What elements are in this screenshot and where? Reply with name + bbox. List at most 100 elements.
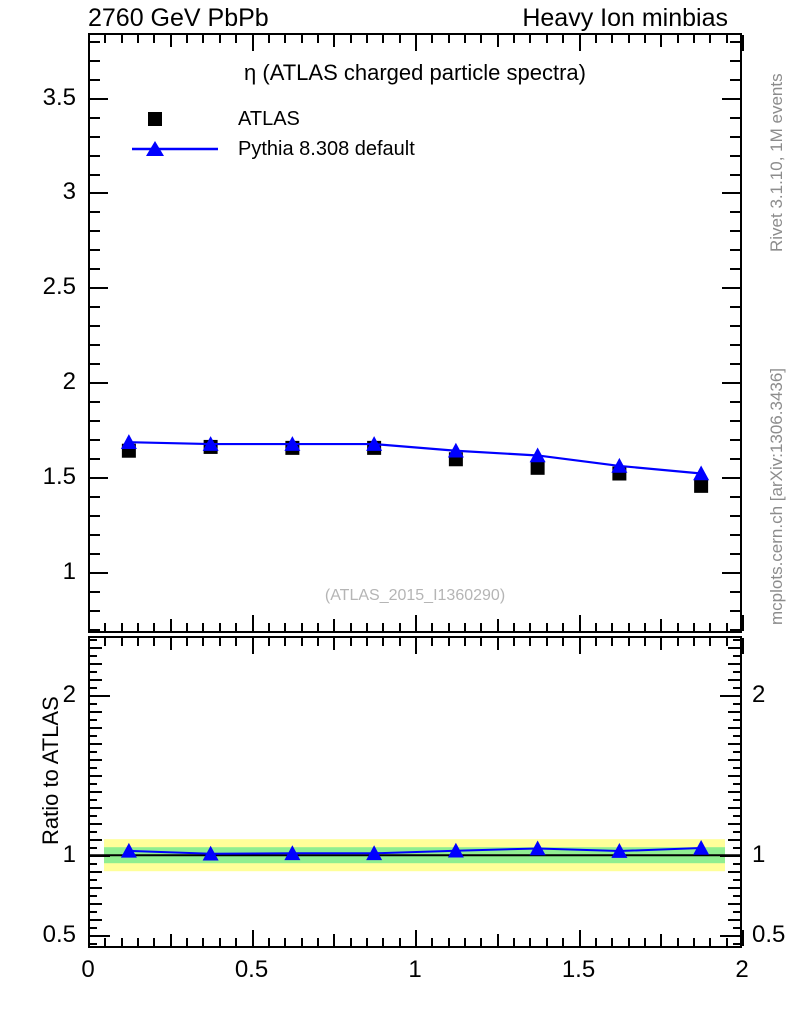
axis-tick	[730, 325, 740, 328]
axis-tick	[611, 623, 614, 631]
axis-tick	[733, 767, 740, 770]
data-point-ratio	[447, 842, 464, 858]
data-point-mc	[693, 465, 710, 481]
axis-tick	[709, 638, 712, 646]
axis-tick	[545, 623, 548, 631]
axis-tick	[722, 382, 740, 385]
axis-tick	[90, 871, 102, 874]
axis-tick	[90, 831, 97, 834]
axis-tick	[611, 938, 614, 946]
axis-tick	[529, 938, 532, 946]
axis-tick	[90, 807, 102, 810]
axis-tick	[676, 623, 679, 631]
axis-tick	[728, 823, 740, 826]
axis-tick	[742, 930, 744, 946]
axis-tick	[722, 572, 740, 575]
axis-tick	[545, 938, 548, 946]
axis-tick	[202, 638, 205, 646]
axis-tick	[365, 623, 368, 631]
axis-tick	[316, 938, 319, 946]
axis-tick	[730, 496, 740, 499]
axis-tick	[120, 623, 123, 631]
axis-tick	[90, 687, 97, 690]
axis-tick	[480, 638, 483, 646]
axis-tick	[90, 783, 97, 786]
axis-tick	[349, 938, 352, 946]
axis-tick	[562, 938, 565, 946]
ratio-plot-frame	[88, 636, 742, 948]
axis-tick	[137, 623, 140, 631]
legend-marker-triangle-icon	[132, 141, 218, 156]
axis-tick	[333, 638, 336, 650]
axis-tick	[529, 638, 532, 646]
axis-tick	[186, 938, 189, 946]
axis-tick	[730, 249, 740, 252]
axis-tick	[464, 938, 467, 946]
data-point-mc	[611, 457, 628, 473]
axis-tick	[88, 615, 90, 631]
axis-tick	[733, 703, 740, 706]
axis-tick	[733, 799, 740, 802]
ratio-y-axis-tick-label-right: 1	[752, 841, 766, 869]
axis-tick	[464, 623, 467, 631]
axis-tick	[235, 35, 238, 43]
axis-tick	[300, 35, 303, 43]
axis-tick	[578, 930, 581, 946]
axis-tick	[722, 97, 740, 100]
axis-tick	[90, 78, 100, 81]
axis-tick	[733, 783, 740, 786]
axis-tick	[90, 775, 102, 778]
axis-tick	[562, 638, 565, 646]
axis-tick	[733, 927, 740, 930]
axis-tick	[725, 638, 728, 646]
axis-tick	[186, 623, 189, 631]
series-ratio-mc	[120, 840, 710, 861]
axis-tick	[415, 615, 417, 631]
axis-tick	[730, 401, 740, 404]
axis-tick	[284, 638, 287, 646]
axis-tick	[169, 934, 172, 946]
axis-tick	[431, 638, 434, 646]
axis-tick	[709, 938, 712, 946]
axis-tick	[137, 938, 140, 946]
axis-tick	[202, 938, 205, 946]
legend-label-data: ATLAS	[238, 108, 300, 130]
axis-tick	[251, 615, 254, 631]
axis-tick	[742, 615, 744, 631]
axis-tick	[90, 679, 102, 682]
axis-tick	[578, 615, 581, 631]
axis-tick	[90, 363, 100, 366]
axis-tick	[464, 35, 467, 43]
axis-tick	[365, 638, 368, 646]
axis-tick	[90, 249, 100, 252]
axis-tick	[742, 35, 744, 51]
rivet-version-label: Rivet 3.1.10, 1M events	[767, 73, 786, 252]
axis-tick	[316, 35, 319, 43]
axis-tick	[90, 287, 108, 290]
axis-tick	[720, 695, 740, 698]
axis-tick	[235, 638, 238, 646]
axis-tick	[349, 623, 352, 631]
plot-title: η (ATLAS charged particle spectra)	[244, 60, 586, 85]
axis-tick	[90, 173, 100, 176]
axis-tick	[728, 839, 740, 842]
axis-tick	[90, 420, 100, 423]
axis-tick	[545, 638, 548, 646]
axis-tick	[267, 638, 270, 646]
axis-tick	[660, 619, 663, 631]
axis-tick	[733, 895, 740, 898]
axis-tick	[349, 638, 352, 646]
legend-marker-square-icon	[148, 112, 162, 126]
axis-tick	[692, 623, 695, 631]
axis-tick	[398, 938, 401, 946]
axis-tick	[730, 534, 740, 537]
axis-tick	[594, 638, 597, 646]
data-point-mc	[284, 436, 301, 451]
axis-tick	[728, 663, 740, 666]
axis-tick	[728, 743, 740, 746]
data-point-mc	[447, 442, 464, 458]
axis-tick	[88, 930, 90, 946]
axis-tick	[349, 35, 352, 43]
axis-tick	[730, 230, 740, 233]
